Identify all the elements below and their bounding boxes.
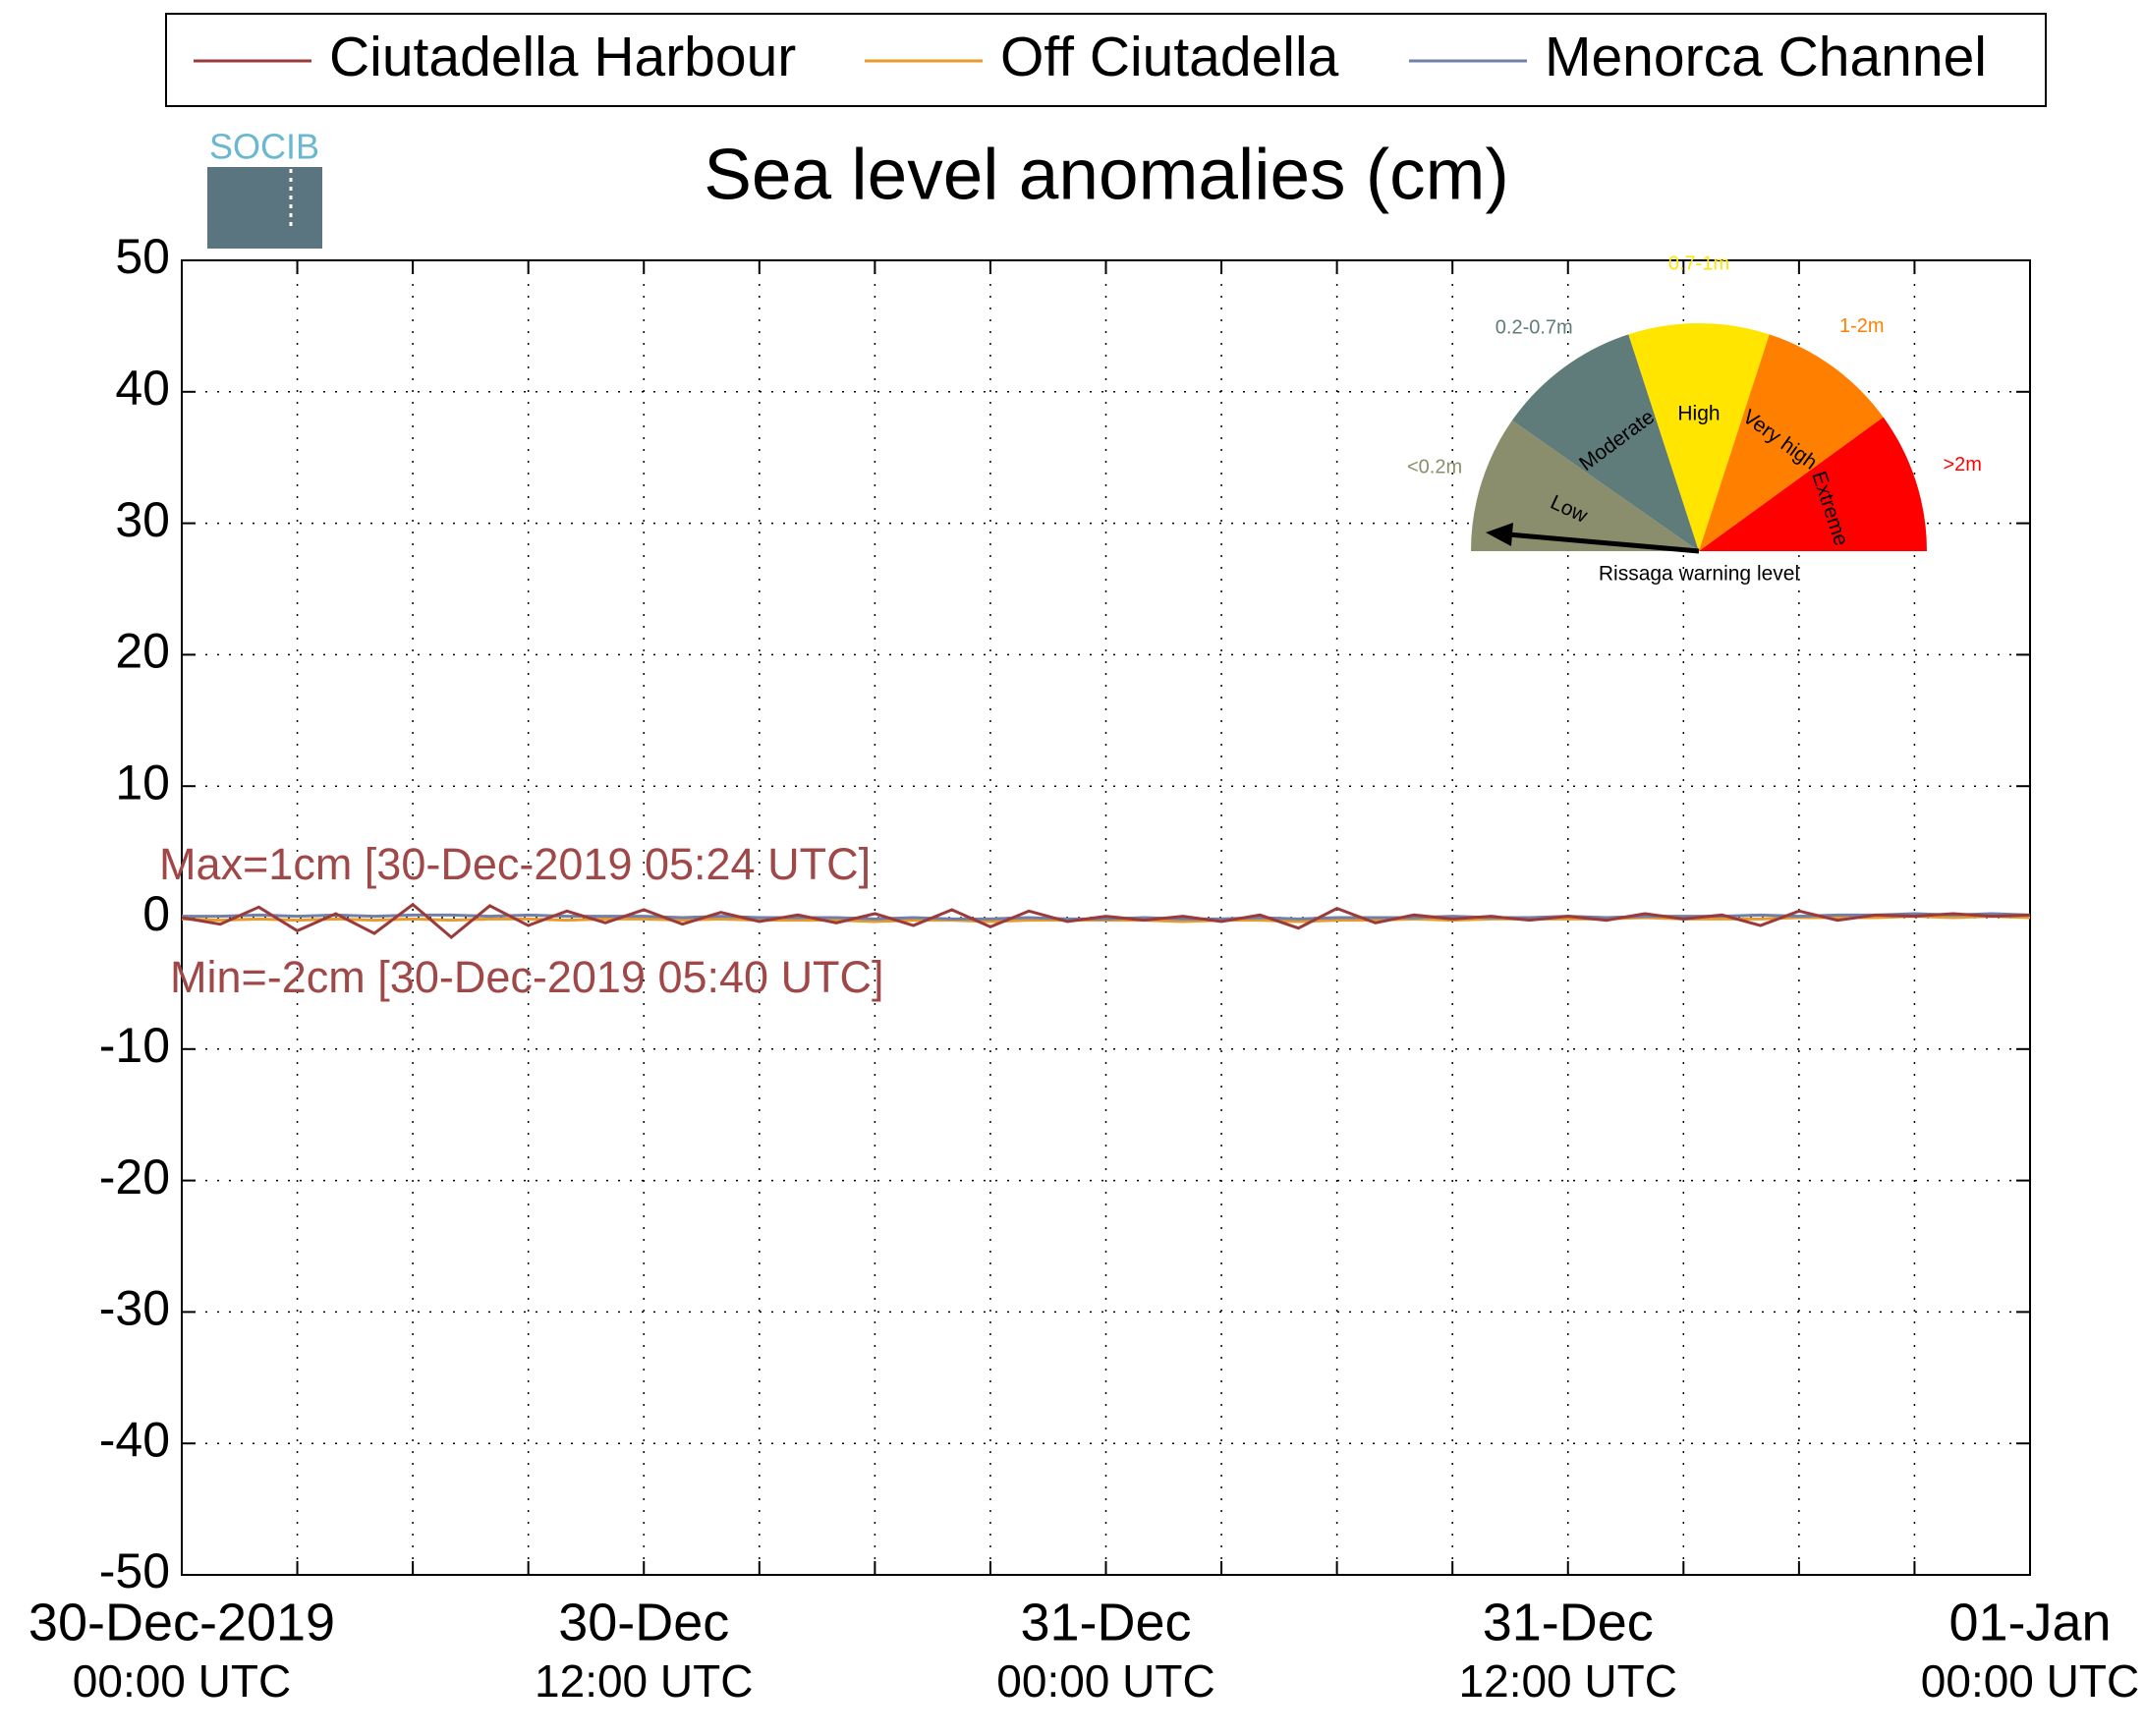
y-tick-label: -30 (99, 1281, 170, 1336)
x-tick-sublabel: 12:00 UTC (1459, 1655, 1677, 1707)
gauge-sector (1699, 334, 1884, 551)
x-tick-sublabel: 12:00 UTC (535, 1655, 753, 1707)
logo-text: SOCIB (209, 127, 319, 167)
gauge-range: >2m (1943, 454, 1981, 476)
gauge-sector (1628, 323, 1770, 551)
x-tick-label: 30-Dec-2019 (28, 1593, 335, 1652)
gauge-sector (1511, 334, 1699, 551)
y-tick-label: -10 (99, 1018, 170, 1073)
y-tick-label: 50 (115, 229, 170, 284)
y-tick-label: 40 (115, 361, 170, 416)
gauge-needle (1507, 532, 1700, 554)
x-tick-label: 30-Dec (558, 1593, 729, 1652)
annotation: Max=1cm [30-Dec-2019 05:24 UTC] (159, 839, 871, 889)
chart-title: Sea level anomalies (cm) (704, 135, 1509, 214)
y-tick-label: 10 (115, 755, 170, 810)
y-tick-label: -40 (99, 1412, 170, 1467)
y-tick-label: 20 (115, 624, 170, 679)
x-tick-label: 31-Dec (1483, 1593, 1654, 1652)
logo-top (207, 132, 322, 167)
y-tick-label: -20 (99, 1149, 170, 1204)
x-tick-sublabel: 00:00 UTC (73, 1655, 291, 1707)
gauge-needle-head (1486, 523, 1513, 546)
gauge-range: 0.7-1m (1668, 252, 1729, 274)
gauge-range: 0.2-0.7m (1496, 317, 1573, 339)
gauge-range: <0.2m (1407, 456, 1462, 477)
legend-label: Off Ciutadella (1000, 26, 1339, 88)
y-tick-label: 30 (115, 492, 170, 547)
gauge-title: Rissaga warning level (1599, 563, 1799, 586)
y-tick-label: 0 (142, 886, 170, 941)
x-tick-sublabel: 00:00 UTC (1921, 1655, 2139, 1707)
x-tick-label: 01-Jan (1948, 1593, 2111, 1652)
gauge-range: 1-2m (1839, 315, 1885, 337)
legend-label: Menorca Channel (1545, 26, 1987, 88)
legend-box (165, 13, 2047, 107)
x-tick-sublabel: 00:00 UTC (996, 1655, 1214, 1707)
y-tick-label: -50 (99, 1543, 170, 1598)
legend-label: Ciutadella Harbour (329, 26, 796, 88)
gauge-level: High (1677, 402, 1720, 424)
annotation: Min=-2cm [30-Dec-2019 05:40 UTC] (170, 952, 884, 1002)
gauge-sector (1699, 417, 1927, 551)
gauge-sector (1471, 420, 1699, 551)
x-tick-label: 31-Dec (1020, 1593, 1191, 1652)
series-line (181, 902, 2031, 940)
